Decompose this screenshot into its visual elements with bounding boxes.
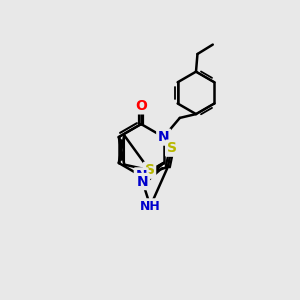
Text: N: N bbox=[137, 175, 148, 188]
Text: NH: NH bbox=[140, 200, 161, 213]
Text: N: N bbox=[158, 130, 170, 144]
Text: O: O bbox=[135, 99, 147, 113]
Text: S: S bbox=[145, 163, 154, 177]
Text: S: S bbox=[167, 141, 177, 155]
Text: N: N bbox=[135, 169, 147, 183]
